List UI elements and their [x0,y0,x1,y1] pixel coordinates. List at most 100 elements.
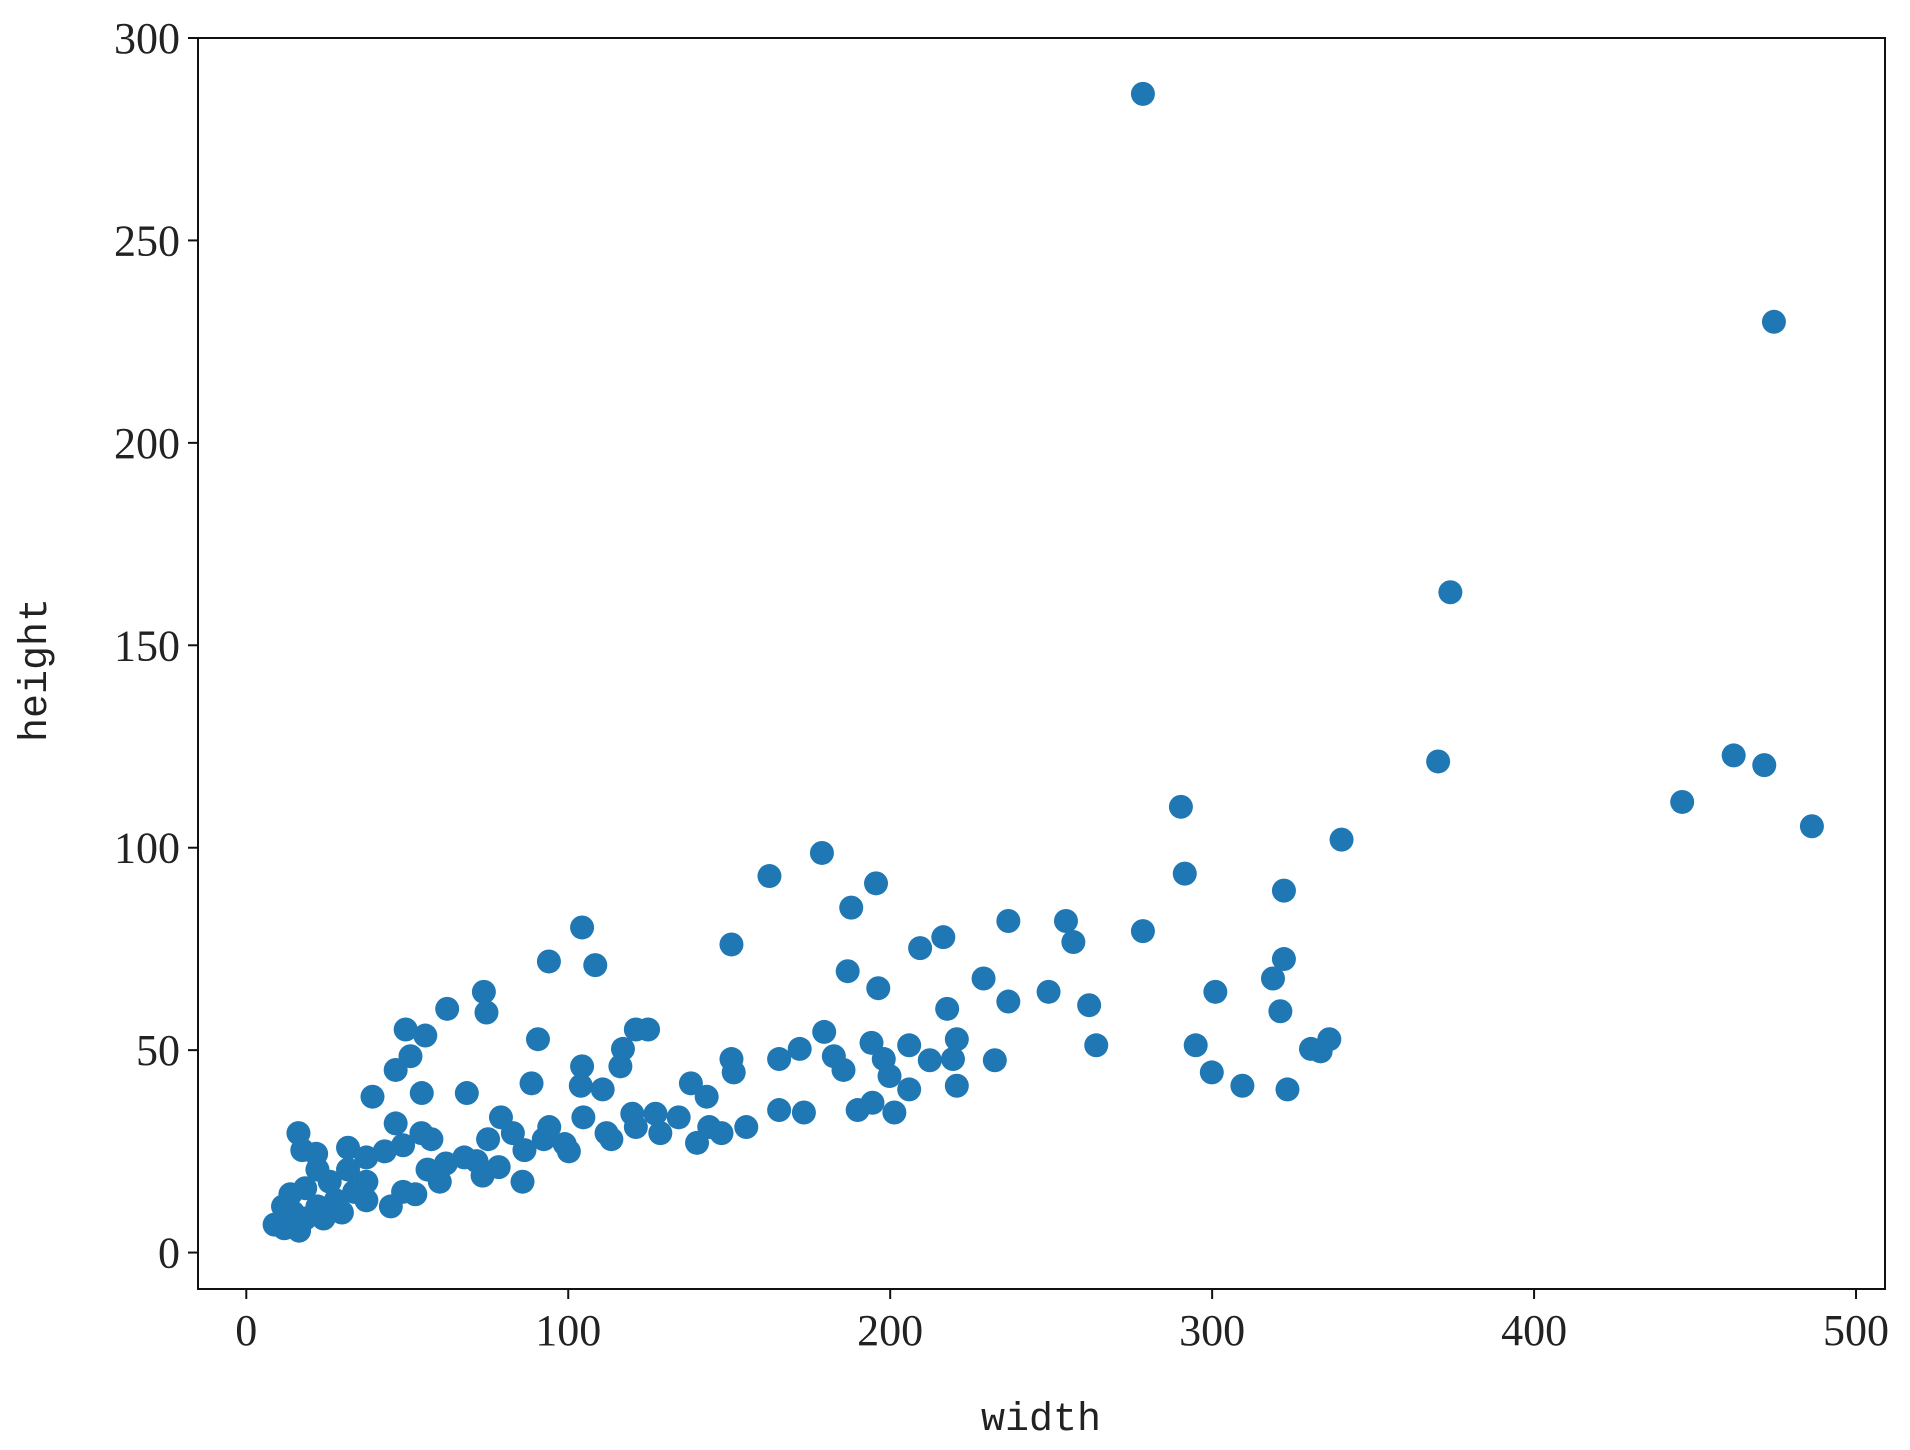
point [1061,930,1086,955]
point [1426,749,1451,774]
point [1130,919,1155,944]
y-tick-label: 300 [114,14,180,63]
point [391,1133,416,1158]
point [636,1017,661,1042]
point [590,1077,615,1102]
y-tick-label: 50 [136,1026,180,1075]
point [403,1182,428,1207]
point [1084,1033,1109,1058]
y-tick-label: 200 [114,419,180,468]
point [278,1182,303,1207]
y-tick-label: 100 [114,824,180,873]
point [476,1127,501,1152]
point [452,1145,477,1170]
point [908,936,933,961]
x-tick-label: 500 [1823,1306,1889,1355]
point [835,959,860,984]
point [1329,827,1354,852]
point [831,1057,856,1082]
point [1168,794,1193,819]
point [608,1054,633,1079]
point [570,915,595,940]
point [413,1023,438,1048]
point [1203,979,1228,1004]
point [556,1139,581,1164]
point [372,1139,397,1164]
point [1799,814,1824,839]
point [734,1115,759,1140]
point [525,1027,550,1052]
point [1271,878,1296,903]
point [791,1100,816,1125]
point [767,1047,792,1072]
point [599,1127,624,1152]
y-tick-label: 0 [158,1229,180,1278]
point [897,1033,922,1058]
point [877,1064,902,1089]
point [944,1027,969,1052]
point [500,1121,525,1146]
point [931,925,956,950]
point [1275,1077,1300,1102]
point [383,1111,408,1136]
point [812,1019,837,1044]
point [474,1000,499,1025]
point [262,1212,287,1237]
point [409,1081,434,1106]
point [1271,947,1296,972]
point [354,1188,379,1213]
point [648,1121,673,1146]
point [917,1048,942,1073]
point [1438,580,1463,605]
point [570,1054,595,1079]
point [940,1047,965,1072]
point [336,1157,361,1182]
x-tick-label: 200 [857,1306,923,1355]
point [1183,1033,1208,1058]
point [643,1101,668,1126]
y-tick-label: 250 [114,216,180,265]
point [1721,743,1746,768]
point [709,1121,734,1146]
point [882,1100,907,1125]
point [470,1163,495,1188]
point [839,895,864,920]
x-tick-label: 300 [1179,1306,1245,1355]
point [996,908,1021,933]
point [757,864,782,889]
point [1230,1073,1255,1098]
point [1130,81,1155,106]
point [571,1105,596,1130]
point [531,1127,556,1152]
point [1761,309,1786,334]
point [383,1057,408,1082]
x-tick-label: 0 [235,1306,257,1355]
point [809,840,834,865]
point [409,1121,434,1146]
point [512,1138,537,1163]
x-tick-label: 400 [1501,1306,1567,1355]
point [1036,979,1061,1004]
point [378,1194,403,1219]
point [1172,861,1197,886]
point [935,996,960,1021]
point [1053,908,1078,933]
point [536,949,561,974]
point [360,1084,385,1109]
point [305,1157,330,1182]
point [415,1157,440,1182]
point [1670,789,1695,814]
point [287,1218,312,1243]
point [393,1017,418,1042]
point [435,996,460,1021]
point [721,1060,746,1085]
point [336,1135,361,1160]
point [510,1169,535,1194]
point [519,1071,544,1096]
point [767,1098,792,1123]
x-axis-label: width [981,1398,1101,1443]
point [694,1084,719,1109]
point [454,1081,479,1106]
point [971,966,996,991]
